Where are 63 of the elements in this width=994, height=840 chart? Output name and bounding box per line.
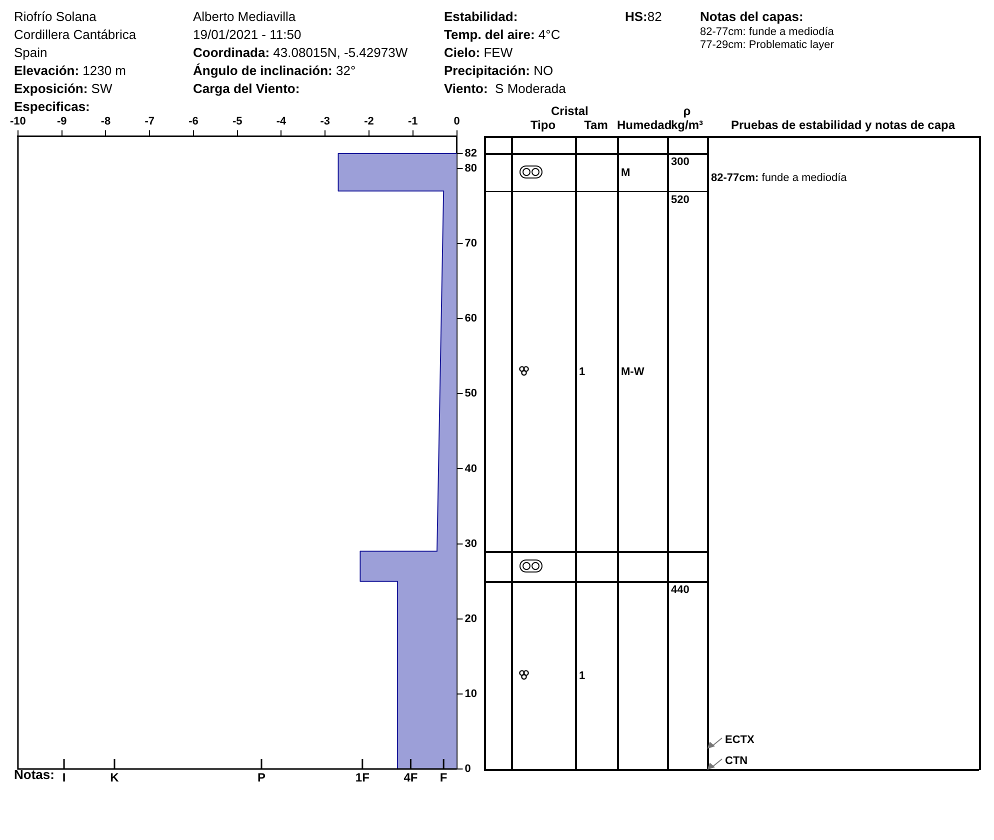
text: Riofrío Solana bbox=[14, 9, 96, 24]
text: CTN bbox=[725, 754, 748, 767]
text: Especificas: bbox=[14, 99, 90, 114]
text: M-W bbox=[621, 366, 644, 378]
text: Temp. del aire: 4°C bbox=[444, 27, 560, 42]
text: 440 bbox=[671, 584, 690, 596]
text: I bbox=[62, 770, 66, 784]
text: Precipitación: NO bbox=[444, 63, 554, 78]
y-tick-label: 70 bbox=[464, 238, 478, 250]
category-label: Tipo bbox=[529, 118, 557, 132]
x-tick-label: 0 bbox=[454, 116, 460, 128]
category-label: Humedad bbox=[617, 118, 672, 132]
text: 1F bbox=[355, 770, 370, 784]
x-tick-label: -8 bbox=[100, 116, 111, 128]
text: Ángulo de inclinación: 32° bbox=[193, 63, 356, 78]
text: Notas del capas: bbox=[700, 9, 804, 24]
text: ECTX bbox=[725, 734, 754, 746]
text: 4F bbox=[404, 770, 418, 784]
text: 300 bbox=[671, 156, 690, 168]
text: Cristal bbox=[551, 104, 588, 118]
text: Cordillera Cantábrica bbox=[14, 27, 136, 42]
text: Viento: S Moderada bbox=[444, 81, 566, 96]
annotation: Notas: bbox=[14, 767, 54, 782]
text: HS:82 bbox=[625, 9, 662, 24]
text: 1 bbox=[579, 670, 586, 682]
x-tick-label: -1 bbox=[408, 116, 418, 128]
y-tick-label: 82 bbox=[464, 147, 478, 160]
y-tick-label: 50 bbox=[464, 388, 478, 400]
x-tick-label: -9 bbox=[56, 116, 67, 128]
y-tick-label: 0 bbox=[464, 763, 471, 776]
text: Spain bbox=[14, 45, 48, 60]
text: Estabilidad: bbox=[444, 9, 518, 24]
text: 1 bbox=[579, 366, 586, 378]
text: Carga del Viento: bbox=[193, 81, 300, 96]
y-tick-label: 60 bbox=[464, 312, 478, 325]
y-tick-label: 10 bbox=[464, 688, 478, 700]
text: P bbox=[257, 770, 266, 784]
text: Alberto Mediavilla bbox=[193, 9, 296, 24]
text: F bbox=[440, 770, 448, 784]
text: 77-29cm: Problematic layer bbox=[700, 39, 834, 51]
x-tick-label: -4 bbox=[276, 116, 288, 128]
text: 82-77cm: funde a mediodía bbox=[700, 26, 834, 38]
x-tick-label: -3 bbox=[320, 116, 330, 128]
x-tick-label: -10 bbox=[10, 116, 26, 128]
category-label: Tam bbox=[583, 118, 609, 132]
text: 19/01/2021 - 11:50 bbox=[193, 27, 302, 42]
text: Exposición: SW bbox=[14, 81, 112, 96]
text: 520 bbox=[671, 194, 690, 206]
text: Elevación: 1230 m bbox=[14, 63, 126, 78]
y-tick-label: 20 bbox=[464, 612, 478, 625]
y-tick-label: 40 bbox=[464, 462, 478, 475]
y-tick-label: 30 bbox=[464, 538, 478, 550]
text: M bbox=[621, 166, 630, 179]
y-tick-label: 80 bbox=[464, 162, 478, 175]
text: Cielo: FEW bbox=[444, 45, 513, 60]
x-tick-label: -6 bbox=[188, 116, 198, 128]
x-tick-label: -5 bbox=[232, 116, 242, 128]
x-tick-label: -2 bbox=[364, 116, 374, 128]
text: 82-77cm: funde a mediodía bbox=[711, 171, 847, 186]
x-tick-label: -7 bbox=[144, 116, 154, 128]
text: Coordinada: 43.08015N, -5.42973W bbox=[193, 45, 408, 60]
category-label: Pruebas de estabilidad y notas de capa bbox=[730, 118, 956, 132]
text: K bbox=[110, 770, 120, 784]
